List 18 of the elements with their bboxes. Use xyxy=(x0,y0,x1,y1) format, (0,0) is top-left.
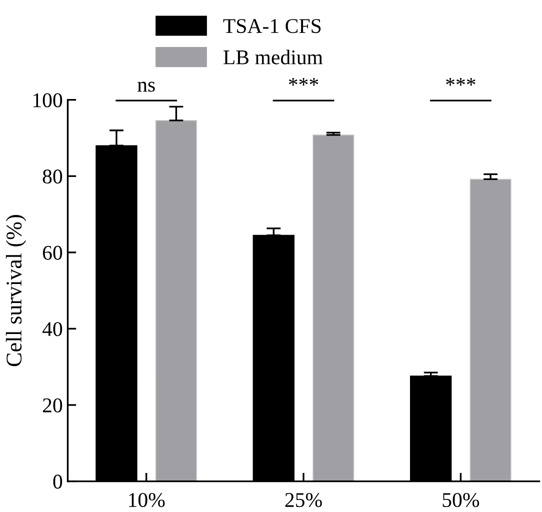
y-tick-label: 60 xyxy=(42,246,62,260)
legend-label: TSA-1 CFS xyxy=(223,19,321,34)
y-axis-title: Cell survival (%) xyxy=(6,215,26,366)
legend-label: LB medium xyxy=(224,50,323,64)
bar xyxy=(155,120,198,482)
y-tick-label: 40 xyxy=(42,322,62,336)
y-tick-label: 0 xyxy=(53,474,62,489)
y-tick-label: 100 xyxy=(33,93,62,108)
y-tick-label: 80 xyxy=(42,170,62,184)
y-tick-label: 20 xyxy=(42,398,62,412)
x-tick-label: 50% xyxy=(442,492,480,508)
text: *** xyxy=(288,78,318,86)
x-tick-label: 25% xyxy=(285,492,322,508)
bar xyxy=(470,178,512,482)
bar xyxy=(312,134,354,482)
x-tick-label: 10% xyxy=(129,492,165,508)
text: *** xyxy=(446,78,476,86)
text: ns xyxy=(138,82,155,92)
